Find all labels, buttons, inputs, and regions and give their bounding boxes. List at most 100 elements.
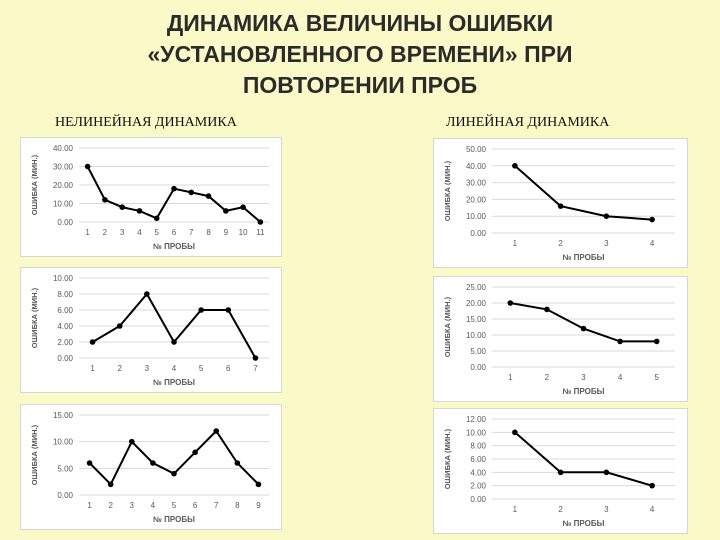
data-point <box>240 204 246 210</box>
data-point <box>257 219 264 225</box>
x-tick-label: 3 <box>130 501 135 510</box>
y-tick-label: 5.00 <box>470 347 486 356</box>
series-line <box>86 166 262 223</box>
x-tick-label: 11 <box>256 228 265 237</box>
data-point <box>86 460 93 466</box>
y-tick-label: 8.00 <box>470 442 486 451</box>
y-tick-label: 40.00 <box>466 162 487 171</box>
y-tick-label: 30.00 <box>53 163 74 172</box>
x-tick-label: 2 <box>117 364 122 373</box>
x-tick-label: 9 <box>224 228 229 237</box>
x-tick-label: 1 <box>513 505 518 514</box>
y-tick-label: 5.00 <box>57 464 73 473</box>
y-tick-label: 15.00 <box>53 411 74 420</box>
x-tick-label: 1 <box>508 373 513 382</box>
y-tick-label: 20.00 <box>53 181 74 190</box>
x-tick-label: 4 <box>137 228 142 237</box>
x-axis-label: № ПРОБЫ <box>153 515 195 524</box>
data-point <box>557 203 564 209</box>
data-point <box>225 307 232 313</box>
title-line-3: ПОВТОРЕНИИ ПРОБ <box>242 72 478 98</box>
data-point <box>84 163 91 170</box>
chart-panel-6: 0.00 2.00 4.00 6.00 8.00 10.00 12.00 1 2 3 4 № ПРОБ… <box>433 408 688 534</box>
data-point <box>580 325 587 332</box>
y-tick-label: 10.00 <box>53 274 74 283</box>
chart-5: 0.00 5.00 10.00 15.00 20.00 25.00 1 2 3 4 5 № ПРОБЫ… <box>443 283 675 396</box>
data-point <box>653 338 660 345</box>
data-point <box>617 338 623 345</box>
y-tick-label: 10.00 <box>53 200 74 209</box>
x-tick-label: 10 <box>239 228 248 237</box>
data-point <box>171 470 177 477</box>
chart-panel-4: 0.00 10.00 20.00 30.00 40.00 50.00 1 2 3 4 № ПРОБЫ… <box>433 138 688 268</box>
y-tick-label: 6.00 <box>470 455 486 464</box>
x-tick-label: 1 <box>90 364 95 373</box>
data-point <box>234 460 241 466</box>
data-point <box>188 189 195 196</box>
data-point <box>107 481 114 488</box>
chart-4: 0.00 10.00 20.00 30.00 40.00 50.00 1 2 3 4 № ПРОБЫ… <box>443 145 675 262</box>
data-point <box>128 438 135 445</box>
y-tick-label: 20.00 <box>466 195 487 204</box>
x-axis-label: № ПРОБЫ <box>153 242 195 251</box>
y-axis-label: ОШИБКА (МИН.) <box>30 154 39 215</box>
x-tick-label: 9 <box>256 501 261 510</box>
x-tick-label: 2 <box>108 501 113 510</box>
y-tick-label: 10.00 <box>466 428 487 437</box>
data-point <box>557 469 564 476</box>
y-axis-label: ОШИБКА (МИН.) <box>443 296 452 357</box>
data-point <box>252 355 259 361</box>
y-tick-label: 0.00 <box>470 363 486 372</box>
data-point <box>144 291 150 297</box>
data-point <box>119 204 125 210</box>
data-point <box>649 482 655 489</box>
x-axis-label: № ПРОБЫ <box>153 378 195 387</box>
data-point <box>192 449 198 456</box>
x-tick-label: 3 <box>581 373 586 382</box>
y-axis-label: ОШИБКА (МИН.) <box>30 424 39 485</box>
x-tick-label: 5 <box>199 364 204 373</box>
data-point <box>512 163 518 169</box>
y-tick-label: 20.00 <box>466 299 487 308</box>
title-line-1: ДИНАМИКА ВЕЛИЧИНЫ ОШИБКИ <box>166 10 554 36</box>
x-tick-label: 7 <box>214 501 219 510</box>
x-tick-label: 4 <box>172 364 177 373</box>
chart-2: 0.00 2.00 4.00 6.00 8.00 10.00 1 2 3 4 5 6 7 № ПРОБЫ О… <box>30 274 269 387</box>
x-tick-label: 3 <box>604 239 609 248</box>
chart-3: 0.00 5.00 10.00 15.00 1 2 3 4 5 6 7 8 9 № ПРОБЫ ОШИБКА… <box>30 411 269 524</box>
y-tick-label: 0.00 <box>57 354 73 363</box>
x-tick-label: 5 <box>155 228 160 237</box>
y-tick-label: 12.00 <box>466 415 487 424</box>
y-tick-label: 50.00 <box>466 145 487 154</box>
data-point <box>153 215 160 222</box>
y-axis-label: ОШИБКА (МИН.) <box>443 160 452 221</box>
y-tick-label: 6.00 <box>57 306 73 315</box>
y-tick-label: 2.00 <box>57 338 73 347</box>
x-axis-label: № ПРОБЫ <box>563 519 605 528</box>
data-point <box>205 193 212 199</box>
left-column-heading: НЕЛИНЕЙНАЯ ДИНАМИКА <box>55 115 237 130</box>
y-tick-label: 0.00 <box>57 218 73 227</box>
x-tick-label: 4 <box>650 239 655 248</box>
x-tick-label: 4 <box>151 501 156 510</box>
data-point <box>255 481 262 488</box>
chart-1: 0.00 10.00 20.00 30.00 40.00 1 2 3 4 5 6 7 8 9 10 11 № П… <box>30 144 269 251</box>
chart-panel-5: 0.00 5.00 10.00 15.00 20.00 25.00 1 2 3 4 5 № ПРОБЫ… <box>433 276 688 402</box>
chart-panel-1: 0.00 10.00 20.00 30.00 40.00 1 2 3 4 5 6 7 8 9 10 11 № П… <box>20 137 282 257</box>
data-point <box>171 339 177 345</box>
data-point <box>198 307 204 313</box>
y-tick-label: 15.00 <box>466 315 487 324</box>
title-line-2: «УСТАНОВЛЕННОГО ВРЕМЕНИ» ПРИ <box>147 41 573 67</box>
chart-panel-3: 0.00 5.00 10.00 15.00 1 2 3 4 5 6 7 8 9 № ПРОБЫ ОШИБКА… <box>20 404 282 530</box>
x-axis-label: № ПРОБЫ <box>563 253 605 262</box>
chart-6: 0.00 2.00 4.00 6.00 8.00 10.00 12.00 1 2 3 4 № ПРОБ… <box>443 415 675 528</box>
data-point <box>102 197 108 203</box>
x-tick-label: 8 <box>235 501 240 510</box>
data-point <box>213 428 220 434</box>
x-tick-label: 3 <box>120 228 125 237</box>
y-tick-label: 40.00 <box>53 144 74 153</box>
data-point <box>116 323 123 329</box>
data-point <box>603 469 610 476</box>
chart-panel-2: 0.00 2.00 4.00 6.00 8.00 10.00 1 2 3 4 5 6 7 № ПРОБЫ О… <box>20 267 282 393</box>
series-line <box>514 431 653 487</box>
